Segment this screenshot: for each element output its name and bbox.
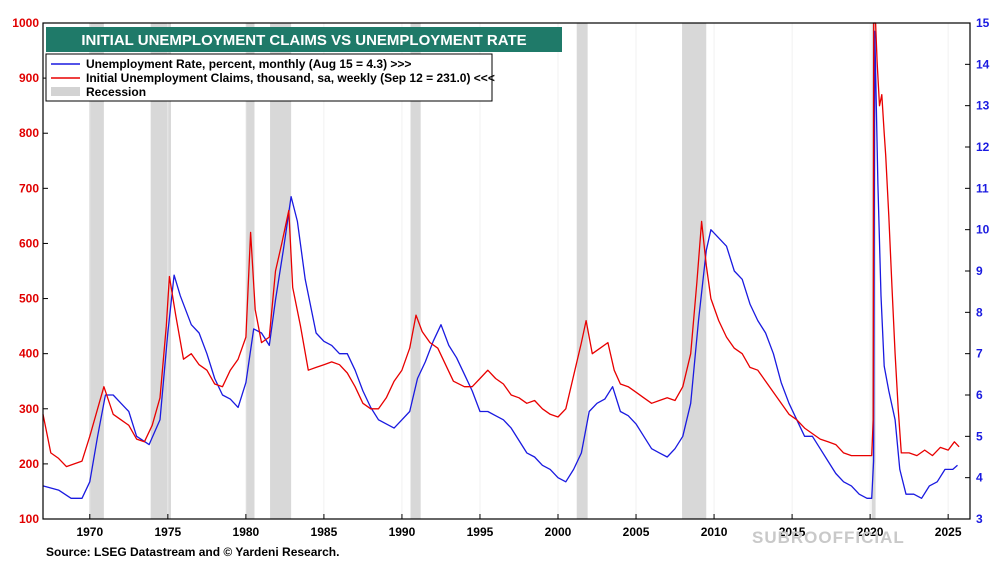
right-tick-label: 12 <box>976 140 990 154</box>
x-tick-label: 1985 <box>311 525 338 539</box>
left-tick-label: 200 <box>19 457 39 471</box>
unemployment-rate-line <box>42 30 958 499</box>
legend-label-unemployment-rate: Unemployment Rate, percent, monthly (Aug… <box>86 57 411 71</box>
legend: Unemployment Rate, percent, monthly (Aug… <box>45 53 495 102</box>
x-tick-label: 1970 <box>76 525 103 539</box>
x-tick-label: 2005 <box>623 525 650 539</box>
right-tick-label: 14 <box>976 57 990 71</box>
recession-band <box>410 23 421 519</box>
x-tick-label: 1980 <box>233 525 260 539</box>
recession-band <box>150 23 171 519</box>
right-tick-label: 3 <box>976 512 983 526</box>
recession-band <box>89 23 104 519</box>
recession-band <box>245 23 255 519</box>
left-tick-label: 700 <box>19 181 39 195</box>
recession-band <box>682 23 707 519</box>
right-tick-label: 6 <box>976 388 983 402</box>
right-tick-label: 13 <box>976 99 990 113</box>
left-tick-label: 900 <box>19 71 39 85</box>
chart-title-box: INITIAL UNEMPLOYMENT CLAIMS VS UNEMPLOYM… <box>46 27 562 52</box>
right-tick-label: 4 <box>976 471 983 485</box>
chart-title: INITIAL UNEMPLOYMENT CLAIMS VS UNEMPLOYM… <box>81 32 526 49</box>
left-tick-label: 1000 <box>12 16 39 30</box>
right-tick-label: 7 <box>976 347 983 361</box>
initial-claims-line <box>42 22 960 468</box>
x-tick-label: 2010 <box>701 525 728 539</box>
x-tick-label: 2020 <box>857 525 884 539</box>
right-tick-label: 8 <box>976 305 983 319</box>
right-axis-ticks: 3 4 5 6 7 8 9 10 11 12 13 14 15 <box>965 16 990 526</box>
right-tick-label: 11 <box>976 181 989 195</box>
x-tick-label: 1975 <box>154 525 181 539</box>
right-tick-label: 15 <box>976 16 990 30</box>
recession-bands <box>89 23 876 519</box>
legend-label-recession: Recession <box>86 85 146 99</box>
x-tick-label: 1995 <box>467 525 494 539</box>
right-tick-label: 5 <box>976 429 983 443</box>
series-lines <box>42 22 960 499</box>
x-tick-label: 2025 <box>935 525 962 539</box>
left-tick-label: 100 <box>19 512 39 526</box>
left-tick-label: 400 <box>19 347 39 361</box>
left-axis-ticks: 100 200 300 400 500 600 700 800 900 1000 <box>12 16 48 526</box>
right-tick-label: 9 <box>976 264 983 278</box>
legend-label-initial-claims: Initial Unemployment Claims, thousand, s… <box>86 71 495 85</box>
source-note: Source: LSEG Datastream and © Yardeni Re… <box>46 545 339 559</box>
recession-band <box>576 23 588 519</box>
left-tick-label: 600 <box>19 236 39 250</box>
left-tick-label: 300 <box>19 402 39 416</box>
watermark: SUBROOFFICIAL <box>752 528 905 547</box>
legend-swatch-recession <box>51 87 80 96</box>
left-tick-label: 500 <box>19 292 39 306</box>
x-tick-label: 1990 <box>389 525 416 539</box>
right-tick-label: 10 <box>976 223 990 237</box>
x-tick-label: 2000 <box>545 525 572 539</box>
x-tick-label: 2015 <box>779 525 806 539</box>
x-axis-ticks: 1970 1975 1980 1985 1990 1995 2000 2005 2010 2015… <box>76 514 962 539</box>
left-tick-label: 800 <box>19 126 39 140</box>
